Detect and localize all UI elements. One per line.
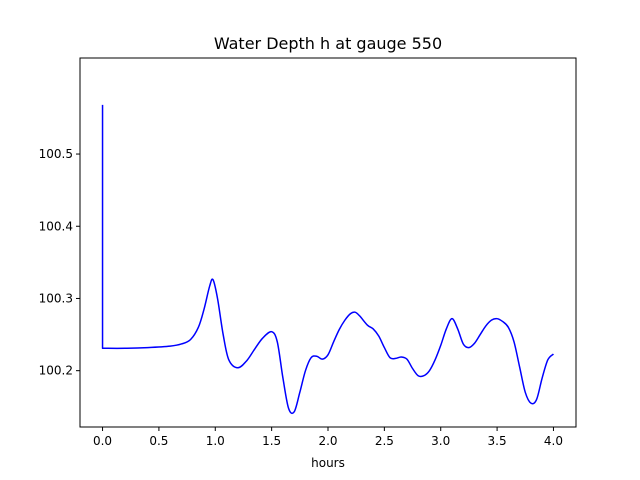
y-tick-label: 100.3 [39,291,73,305]
x-tick-label: 1.0 [206,434,225,448]
x-axis-ticks: 0.0 0.5 1.0 1.5 2.0 2.5 3.0 3.5 4.0 [93,427,563,448]
x-tick-label: 2.5 [375,434,394,448]
y-tick-label: 100.4 [39,219,73,233]
y-tick-label: 100.5 [39,147,73,161]
chart-title: Water Depth h at gauge 550 [214,34,442,53]
x-tick-label: 0.0 [93,434,112,448]
x-tick-label: 3.0 [431,434,450,448]
y-axis-ticks: 100.2 100.3 100.4 100.5 [39,147,80,378]
plot-frame [79,57,577,428]
x-tick-label: 0.5 [149,434,168,448]
series-line-0 [101,104,554,415]
x-tick-label: 2.0 [318,434,337,448]
x-axis-label: hours [311,456,345,470]
x-tick-label: 4.0 [544,434,563,448]
series-layer [101,104,554,415]
x-tick-label: 3.5 [488,434,507,448]
y-tick-label: 100.2 [39,364,73,378]
x-tick-label: 1.5 [262,434,281,448]
